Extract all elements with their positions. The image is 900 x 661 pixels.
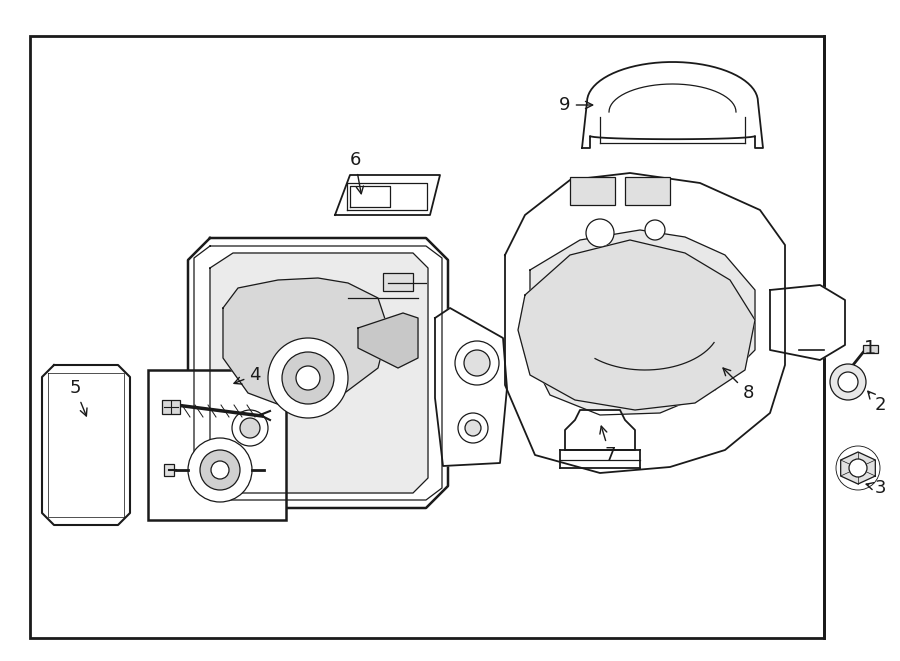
Circle shape xyxy=(232,410,268,446)
Circle shape xyxy=(188,438,252,502)
Circle shape xyxy=(268,338,348,418)
Polygon shape xyxy=(335,175,440,215)
Circle shape xyxy=(586,219,614,247)
Polygon shape xyxy=(188,238,448,508)
Circle shape xyxy=(465,420,481,436)
Polygon shape xyxy=(42,365,130,525)
Circle shape xyxy=(458,413,488,443)
Circle shape xyxy=(464,350,490,376)
Circle shape xyxy=(849,459,867,477)
Text: 5: 5 xyxy=(69,379,87,416)
Circle shape xyxy=(200,450,240,490)
Circle shape xyxy=(282,352,334,404)
Text: 8: 8 xyxy=(723,368,753,402)
Bar xyxy=(625,177,670,205)
Text: 9: 9 xyxy=(559,96,593,114)
Circle shape xyxy=(240,418,260,438)
Circle shape xyxy=(296,366,320,390)
Bar xyxy=(162,400,180,414)
Bar xyxy=(570,177,615,205)
Circle shape xyxy=(455,341,499,385)
Bar xyxy=(383,273,413,291)
Circle shape xyxy=(211,461,229,479)
Polygon shape xyxy=(358,313,418,368)
Bar xyxy=(30,36,824,638)
Polygon shape xyxy=(505,173,785,473)
Circle shape xyxy=(838,372,858,392)
Polygon shape xyxy=(210,253,428,493)
Polygon shape xyxy=(223,278,388,408)
Text: 2: 2 xyxy=(868,391,886,414)
Bar xyxy=(863,345,878,353)
Text: 7: 7 xyxy=(600,426,616,464)
Polygon shape xyxy=(582,62,763,148)
Polygon shape xyxy=(565,410,635,450)
Bar xyxy=(164,464,174,476)
Polygon shape xyxy=(518,240,755,410)
Text: 1: 1 xyxy=(864,338,877,358)
Text: 4: 4 xyxy=(234,366,261,384)
Polygon shape xyxy=(770,285,845,360)
Circle shape xyxy=(645,220,665,240)
Text: 6: 6 xyxy=(349,151,364,194)
Polygon shape xyxy=(435,308,507,466)
Bar xyxy=(148,370,286,520)
Text: 3: 3 xyxy=(866,479,886,497)
Polygon shape xyxy=(841,452,876,484)
Circle shape xyxy=(830,364,866,400)
Polygon shape xyxy=(530,230,755,415)
